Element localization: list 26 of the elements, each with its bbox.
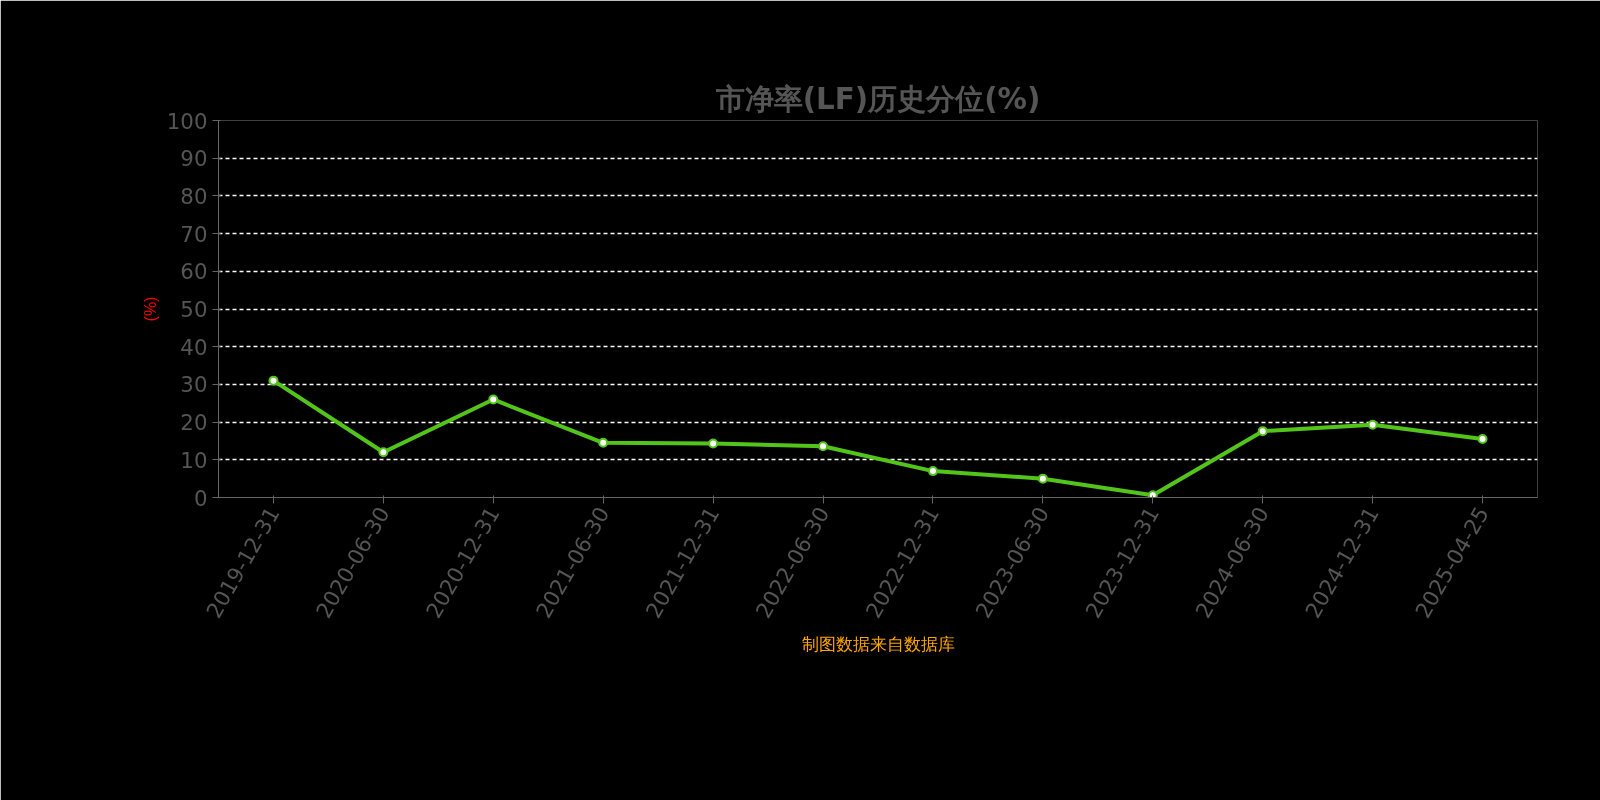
y-tick-label: 60 — [180, 259, 208, 285]
point — [708, 438, 719, 449]
point — [268, 375, 279, 386]
point — [1477, 434, 1488, 445]
y-tick-label: 10 — [180, 447, 208, 473]
point — [598, 437, 609, 448]
y-tick-label: 80 — [180, 183, 208, 209]
point — [818, 441, 829, 452]
y-tick-label: 30 — [180, 372, 208, 398]
point — [927, 466, 938, 477]
point — [1147, 490, 1158, 498]
y-tick-label: 20 — [180, 410, 208, 436]
y-tick-label: 100 — [166, 108, 208, 134]
point — [378, 447, 389, 458]
y-tick-label: 0 — [193, 485, 208, 511]
y-axis-title: (%) — [141, 296, 159, 322]
point — [1037, 473, 1048, 484]
chart-title: 市净率(LF)历史分位(%) — [714, 81, 1041, 116]
point — [1257, 426, 1268, 437]
y-tick-label: 50 — [180, 297, 208, 322]
point — [488, 394, 499, 405]
y-tick-label: 90 — [180, 146, 208, 172]
point — [1367, 419, 1378, 430]
y-tick-label: 70 — [180, 221, 208, 247]
y-tick-label: 40 — [180, 334, 208, 360]
text: 制图数据来自数据库 — [801, 633, 955, 654]
